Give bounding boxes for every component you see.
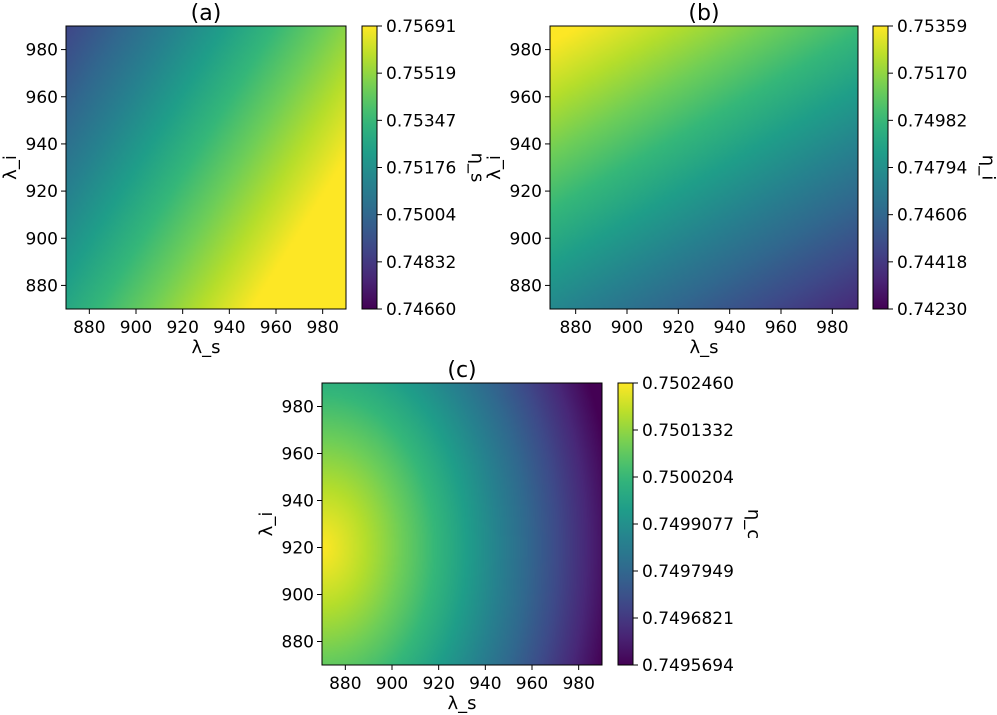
x-tick-label: 940 [469,674,501,694]
colorbar-tick-label: 0.75347 [386,111,456,131]
y-tick-label: 880 [282,633,314,653]
x-tick-label: 940 [713,318,745,338]
panel-c: (c) 880 900 920 940 960 980 880 900 920 940 960 980 λ… [256,358,764,714]
colorbar-tick-label: 0.75176 [386,159,456,179]
x-axis-label: λ_s [447,693,476,714]
y-tick-label: 980 [26,41,58,61]
colorbar-tick-label: 0.74230 [897,300,967,320]
colorbar-label: η_s [466,153,487,183]
y-axis-label: λ_i [256,512,277,537]
x-axis-label: λ_s [689,337,718,358]
colorbar-tick-label: 0.74832 [386,253,456,273]
heatmap-field [66,26,346,309]
x-tick-label: 880 [559,318,591,338]
x-tick-label: 940 [213,318,245,338]
plot-frame [549,25,859,310]
x-tick-label: 960 [765,318,797,338]
y-tick-label: 920 [282,539,314,559]
colorbar-tick-label: 0.74418 [897,253,967,273]
panel-title: (c) [447,358,476,383]
colorbar-label: η_c [743,509,764,539]
x-tick-label: 980 [562,674,594,694]
colorbar-tick-label: 0.7497949 [642,562,734,582]
panel-title: (b) [688,1,719,26]
colorbar-tick-label: 0.74660 [386,300,456,320]
x-tick-label: 900 [376,674,408,694]
colorbar-label: η_i [977,155,997,180]
y-tick-label: 880 [26,276,58,296]
y-tick-label: 920 [26,182,58,202]
y-tick-label: 920 [510,182,542,202]
colorbar [617,382,634,666]
x-tick-label: 980 [306,318,338,338]
colorbar-tick-label: 0.75004 [386,206,456,226]
colorbar-tick-label: 0.74982 [897,111,967,131]
x-tick-label: 980 [816,318,848,338]
x-tick-label: 960 [260,318,292,338]
x-tick-label: 920 [166,318,198,338]
plot-frame [321,382,603,666]
y-tick-label: 900 [282,586,314,606]
colorbar-tick-label: 0.7496821 [642,609,734,629]
panel-title: (a) [191,1,222,26]
x-tick-label: 880 [73,318,105,338]
y-tick-label: 900 [510,229,542,249]
y-tick-label: 940 [510,135,542,155]
y-tick-label: 960 [26,88,58,108]
heatmap-field [550,26,858,309]
y-tick-label: 980 [282,398,314,418]
x-tick-label: 960 [516,674,548,694]
colorbar [361,25,378,310]
panel-b: (b) 880 900 920 940 960 980 880 900 920 940 960 980 λ… [484,1,997,358]
x-axis-label: λ_s [191,337,220,358]
colorbar-tick-label: 0.7501332 [642,421,734,441]
x-tick-label: 920 [422,674,454,694]
colorbar-tick-label: 0.7499077 [642,515,734,535]
y-tick-label: 940 [26,135,58,155]
y-tick-label: 960 [510,88,542,108]
colorbar-tick-label: 0.7500204 [642,468,734,488]
plot-frame [65,25,347,310]
y-tick-label: 880 [510,276,542,296]
colorbar-tick-label: 0.7495694 [642,656,734,676]
colorbar-tick-label: 0.7502460 [642,374,734,394]
colorbar-tick-label: 0.74606 [897,206,967,226]
y-tick-label: 960 [282,445,314,465]
panel-a: (a) 880 900 920 940 960 980 880 900 920 940 960 980 λ… [0,1,487,358]
colorbar-tick-label: 0.74794 [897,159,967,179]
colorbar-tick-label: 0.75691 [386,17,456,37]
x-tick-label: 900 [120,318,152,338]
colorbar-tick-label: 0.75170 [897,64,967,84]
x-tick-label: 880 [329,674,361,694]
x-tick-label: 920 [662,318,694,338]
colorbar-tick-label: 0.75519 [386,64,456,84]
y-tick-label: 940 [282,492,314,512]
y-tick-label: 900 [26,229,58,249]
y-tick-label: 980 [510,41,542,61]
colorbar [872,25,889,310]
y-axis-label: λ_i [0,155,21,180]
y-axis-label: λ_i [484,155,505,180]
colorbar-tick-label: 0.75359 [897,17,967,37]
heatmap-field [322,383,602,665]
x-tick-label: 900 [611,318,643,338]
